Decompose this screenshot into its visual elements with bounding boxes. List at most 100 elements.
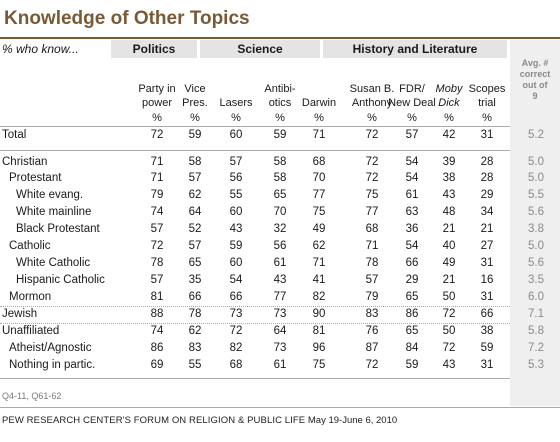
group-header-history: History and Literature <box>323 40 507 58</box>
table-cell: 72 <box>442 308 456 320</box>
table-cell: 77 <box>273 291 287 303</box>
table-cell: 59 <box>480 342 494 354</box>
table-cell: 73 <box>273 342 287 354</box>
percent-symbol: % <box>482 112 492 124</box>
column-header-line: Scopes <box>468 83 506 95</box>
table-cell: 78 <box>188 308 202 320</box>
percent-symbol: % <box>275 112 285 124</box>
row-label: White evang. <box>16 189 84 201</box>
row-label: Hispanic Catholic <box>16 274 105 286</box>
table-row: Mormon 81 66 66 77 82 79 65 50 31 6.0 <box>0 289 560 306</box>
column-header-line: power <box>142 97 172 109</box>
table-cell: 68 <box>312 156 326 168</box>
table-cell: 83 <box>365 308 379 320</box>
column-header-line: Lasers <box>219 97 253 109</box>
row-label: Catholic <box>9 240 51 252</box>
table-cell: 72 <box>365 359 379 371</box>
table-cell: 40 <box>442 240 456 252</box>
table-cell: 34 <box>480 206 494 218</box>
table-cell: 65 <box>405 291 419 303</box>
table-cell: 28 <box>480 172 494 184</box>
table-cell: 84 <box>405 342 419 354</box>
column-header-line <box>212 82 260 96</box>
table-cell: 68 <box>229 359 243 371</box>
table-cell: 79 <box>365 291 379 303</box>
table-cell: 58 <box>273 156 287 168</box>
percent-symbol: % <box>407 112 417 124</box>
table-cell: 65 <box>273 189 287 201</box>
table-cell: 21 <box>442 274 456 286</box>
table-cell: 75 <box>312 359 326 371</box>
table-cell: 72 <box>442 342 456 354</box>
table-cell: 50 <box>442 325 456 337</box>
table-cell: 83 <box>188 342 202 354</box>
average-column-header: Avg. # correct out of 9 <box>510 58 560 102</box>
table-row: Nothing in partic. 69 55 68 61 75 72 59 43 31 5.3 <box>0 357 560 374</box>
table-cell: 32 <box>273 223 287 235</box>
table-cell: 82 <box>312 291 326 303</box>
table-row: Black Protestant 57 52 43 32 49 68 36 21 21 3.8 <box>0 221 560 238</box>
table-cell: 54 <box>405 156 419 168</box>
average-cell: 5.5 <box>528 189 544 201</box>
percent-symbol: % <box>231 112 241 124</box>
table-cell: 31 <box>480 129 494 141</box>
table-cell: 56 <box>273 240 287 252</box>
average-cell: 5.2 <box>528 129 544 141</box>
table-cell: 65 <box>405 325 419 337</box>
table-cell: 57 <box>150 274 164 286</box>
table-cell: 71 <box>150 156 164 168</box>
table-cell: 77 <box>365 206 379 218</box>
column-header-line: Antibi- <box>264 83 296 95</box>
row-label: Unaffiliated <box>2 325 60 337</box>
column-header-line: New Deal <box>388 97 436 109</box>
row-divider <box>0 150 510 151</box>
column-header-line: Anthony <box>351 97 393 109</box>
table-cell: 43 <box>229 223 243 235</box>
table-cell: 59 <box>405 359 419 371</box>
table-cell: 69 <box>150 359 164 371</box>
table-row: White mainline 74 64 60 70 75 77 63 48 34 5.6 <box>0 204 560 221</box>
table-subtitle: % who know... <box>2 42 79 56</box>
average-cell: 6.0 <box>528 291 544 303</box>
table-cell: 27 <box>480 240 494 252</box>
table-cell: 78 <box>150 257 164 269</box>
table-cell: 38 <box>480 325 494 337</box>
table-cell: 78 <box>365 257 379 269</box>
column-header-line: Dick <box>438 97 460 109</box>
question-source: Q4-11, Q61-62 <box>2 391 62 401</box>
table-cell: 29 <box>480 189 494 201</box>
table-row: White Catholic 78 65 60 61 71 78 66 49 31 5.6 <box>0 255 560 272</box>
table-cell: 43 <box>442 189 456 201</box>
table-cell: 55 <box>229 189 243 201</box>
table-cell: 29 <box>405 274 419 286</box>
average-cell: 5.0 <box>528 240 544 252</box>
table-cell: 66 <box>188 291 202 303</box>
table-cell: 60 <box>229 257 243 269</box>
average-cell: 5.0 <box>528 156 544 168</box>
table-cell: 58 <box>273 172 287 184</box>
table-cell: 87 <box>365 342 379 354</box>
table-cell: 55 <box>188 359 202 371</box>
average-cell: 5.0 <box>528 172 544 184</box>
table-cell: 66 <box>405 257 419 269</box>
table-cell: 57 <box>405 129 419 141</box>
table-cell: 57 <box>229 156 243 168</box>
table-cell: 60 <box>229 129 243 141</box>
average-cell: 5.8 <box>528 325 544 337</box>
table-cell: 52 <box>188 223 202 235</box>
column-header-line <box>295 82 343 96</box>
table-cell: 43 <box>273 274 287 286</box>
table-cell: 96 <box>312 342 326 354</box>
table-cell: 35 <box>188 274 202 286</box>
table-cell: 49 <box>442 257 456 269</box>
column-header-line: Pres. <box>182 97 208 109</box>
row-divider <box>0 306 510 307</box>
table-cell: 61 <box>405 189 419 201</box>
table-cell: 42 <box>442 129 456 141</box>
table-cell: 48 <box>442 206 456 218</box>
table-cell: 54 <box>405 240 419 252</box>
column-header: Vice Pres. <box>171 82 219 110</box>
table-cell: 31 <box>480 291 494 303</box>
footer-date: May 19-June 6, 2010 <box>307 415 398 426</box>
table-row: Hispanic Catholic 57 35 54 43 41 57 29 21 16 3.5 <box>0 272 560 289</box>
